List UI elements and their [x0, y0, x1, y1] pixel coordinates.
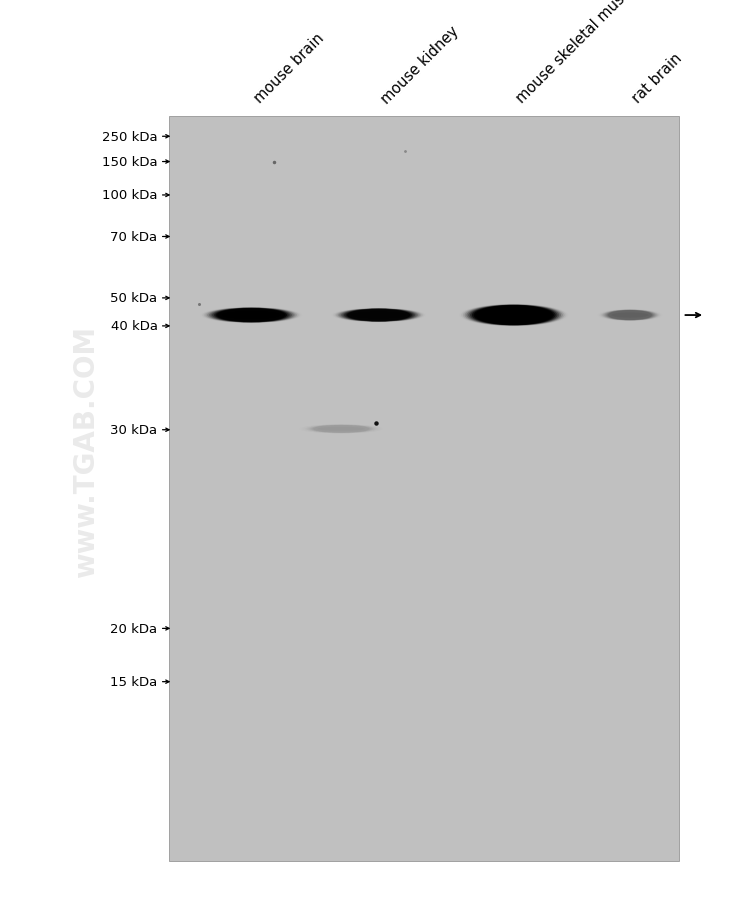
Ellipse shape: [202, 308, 301, 324]
Text: mouse brain: mouse brain: [251, 31, 327, 106]
Ellipse shape: [463, 305, 565, 327]
Ellipse shape: [223, 312, 280, 319]
Ellipse shape: [314, 426, 369, 433]
Ellipse shape: [312, 426, 370, 433]
Ellipse shape: [333, 308, 424, 323]
Ellipse shape: [304, 425, 379, 434]
Ellipse shape: [309, 426, 374, 433]
Ellipse shape: [466, 305, 561, 327]
Ellipse shape: [603, 310, 657, 321]
Text: 20 kDa: 20 kDa: [110, 622, 158, 635]
Ellipse shape: [339, 309, 418, 322]
Text: 40 kDa: 40 kDa: [110, 320, 158, 333]
Ellipse shape: [200, 308, 302, 324]
Ellipse shape: [604, 310, 656, 321]
Ellipse shape: [207, 308, 296, 323]
Ellipse shape: [483, 310, 544, 321]
Ellipse shape: [344, 309, 413, 322]
Ellipse shape: [306, 425, 376, 434]
Ellipse shape: [352, 312, 406, 319]
Ellipse shape: [601, 310, 659, 321]
Ellipse shape: [338, 309, 420, 322]
Ellipse shape: [473, 306, 554, 326]
Text: www.TGAB.COM: www.TGAB.COM: [72, 325, 100, 577]
Ellipse shape: [465, 305, 562, 327]
Ellipse shape: [332, 308, 426, 323]
Ellipse shape: [204, 308, 298, 324]
Text: rat brain: rat brain: [630, 51, 686, 106]
Text: 15 kDa: 15 kDa: [110, 676, 158, 688]
Ellipse shape: [606, 310, 654, 321]
Ellipse shape: [217, 308, 286, 323]
Bar: [169, 117, 679, 861]
Ellipse shape: [461, 305, 566, 327]
Ellipse shape: [476, 306, 552, 326]
Ellipse shape: [477, 306, 550, 326]
Ellipse shape: [340, 309, 417, 322]
Ellipse shape: [310, 426, 372, 433]
Text: mouse skeletal muscle: mouse skeletal muscle: [514, 0, 643, 106]
Ellipse shape: [347, 309, 410, 322]
Ellipse shape: [598, 310, 662, 321]
Text: 250 kDa: 250 kDa: [102, 131, 158, 143]
Text: 30 kDa: 30 kDa: [110, 424, 158, 437]
Text: 70 kDa: 70 kDa: [110, 231, 158, 244]
Ellipse shape: [302, 425, 380, 434]
Ellipse shape: [611, 313, 649, 318]
Ellipse shape: [459, 305, 568, 327]
Ellipse shape: [206, 308, 297, 324]
Ellipse shape: [334, 308, 423, 323]
Ellipse shape: [214, 308, 289, 323]
Ellipse shape: [215, 308, 287, 323]
Ellipse shape: [308, 425, 375, 434]
Ellipse shape: [336, 308, 422, 323]
Ellipse shape: [607, 310, 653, 321]
Ellipse shape: [211, 308, 292, 323]
Ellipse shape: [305, 425, 377, 434]
Ellipse shape: [599, 310, 661, 321]
Ellipse shape: [602, 310, 658, 321]
Ellipse shape: [209, 308, 294, 323]
Text: 100 kDa: 100 kDa: [102, 189, 158, 202]
Text: 150 kDa: 150 kDa: [102, 156, 158, 169]
Ellipse shape: [212, 308, 290, 323]
Ellipse shape: [604, 310, 656, 321]
Ellipse shape: [608, 310, 652, 321]
Ellipse shape: [346, 309, 412, 322]
Text: mouse kidney: mouse kidney: [379, 23, 462, 106]
Ellipse shape: [317, 428, 365, 431]
Ellipse shape: [470, 306, 557, 326]
Ellipse shape: [472, 306, 556, 326]
Ellipse shape: [343, 309, 415, 322]
Ellipse shape: [468, 306, 560, 326]
Text: 50 kDa: 50 kDa: [110, 292, 158, 305]
